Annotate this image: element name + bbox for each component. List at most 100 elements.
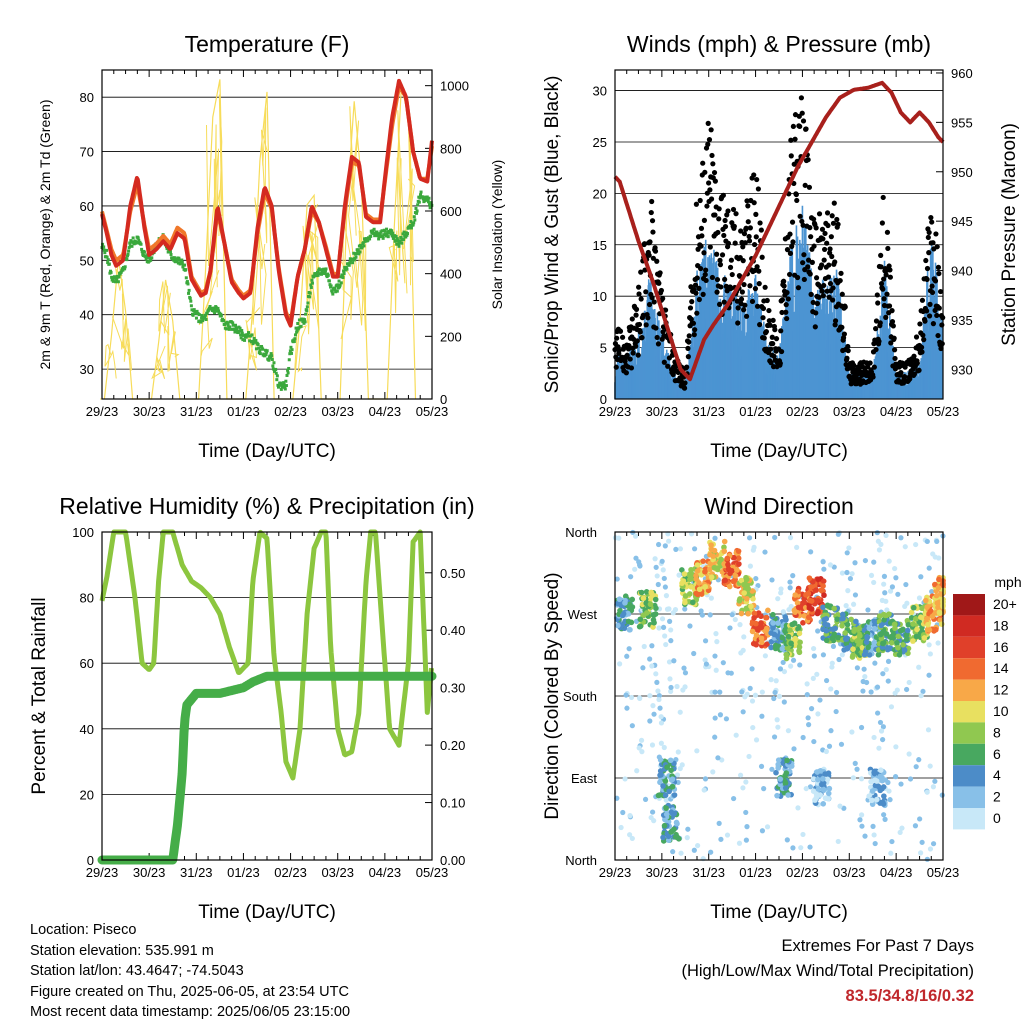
dewpoint-point <box>194 311 198 315</box>
direction-point <box>877 787 884 794</box>
direction-point <box>871 639 877 646</box>
gust-point <box>822 230 828 237</box>
x-tick-label: 30/23 <box>646 865 679 880</box>
gust-point <box>650 229 656 235</box>
dewpoint-point <box>265 349 269 353</box>
dewpoint-point <box>343 268 347 272</box>
gust-point <box>936 270 942 277</box>
direction-point <box>649 663 655 669</box>
dewpoint-point <box>247 331 251 335</box>
y-tick-label: South <box>563 689 597 704</box>
direction-point <box>815 776 821 783</box>
x-tick-label: 02/23 <box>786 404 819 419</box>
direction-point <box>695 591 701 598</box>
dewpoint-point <box>400 241 404 245</box>
dewpoint-point <box>354 255 358 259</box>
gust-point <box>891 335 897 341</box>
direction-point <box>768 638 775 645</box>
direction-point <box>803 785 809 792</box>
direction-point <box>679 580 685 586</box>
direction-point <box>674 772 681 778</box>
direction-point <box>625 610 631 617</box>
gust-point <box>646 252 652 258</box>
legend-swatch <box>953 765 985 787</box>
direction-point <box>886 558 892 564</box>
dewpoint-point <box>239 336 243 340</box>
dewpoint-point <box>106 261 110 265</box>
direction-point <box>927 651 933 657</box>
direction-point <box>692 546 698 552</box>
direction-point <box>907 776 914 782</box>
direction-point <box>869 797 875 804</box>
direction-point <box>805 715 811 721</box>
direction-point <box>762 549 768 555</box>
gust-point <box>831 200 837 206</box>
gust-point <box>760 315 766 321</box>
direction-point <box>713 631 719 637</box>
dewpoint-point <box>274 371 278 375</box>
dewpoint-point <box>258 348 262 352</box>
direction-point <box>868 572 875 579</box>
direction-point <box>777 666 784 672</box>
created-text: Figure created on Thu, 2025-06-05, at 23… <box>30 983 349 1000</box>
direction-point <box>886 788 892 794</box>
gust-point <box>690 320 697 326</box>
gust-point <box>657 270 663 276</box>
gust-point <box>810 299 816 306</box>
y2-tick-label: 400 <box>440 267 462 282</box>
solar-insolation-line <box>261 107 268 244</box>
direction-point <box>779 645 786 652</box>
gust-point <box>745 203 751 209</box>
dewpoint-point <box>361 241 365 245</box>
gust-point <box>811 216 817 222</box>
gust-point <box>649 218 656 224</box>
direction-point <box>880 724 886 730</box>
x-tick-label: 03/23 <box>321 404 354 419</box>
direction-point <box>817 697 823 703</box>
gust-point <box>638 296 644 302</box>
gust-point <box>808 291 814 297</box>
gust-point <box>821 282 827 289</box>
dewpoint-point <box>345 267 349 271</box>
direction-point <box>675 779 681 786</box>
direction-point <box>628 694 635 701</box>
direction-point <box>663 797 669 803</box>
dewpoint-point <box>369 234 373 238</box>
y-tick-label: 50 <box>80 253 94 268</box>
direction-point <box>913 633 920 640</box>
pressure-line <box>613 80 945 382</box>
dewpoint-point <box>374 233 378 237</box>
dewpoint-point <box>123 267 127 271</box>
gust-point <box>727 264 734 270</box>
dewpoint-point <box>296 321 300 325</box>
direction-point <box>829 664 835 670</box>
direction-point <box>663 805 669 811</box>
gust-point <box>835 221 841 227</box>
gust-point <box>652 248 659 254</box>
direction-point <box>708 595 714 601</box>
direction-point <box>845 588 851 594</box>
gust-point <box>732 240 738 246</box>
gust-point <box>867 360 873 366</box>
direction-point <box>895 633 902 640</box>
direction-point <box>734 567 740 573</box>
direction-point <box>883 532 889 539</box>
direction-point <box>725 561 731 568</box>
direction-point <box>904 627 911 634</box>
direction-point <box>844 569 850 576</box>
legend-label: 14 <box>993 660 1009 676</box>
direction-point <box>662 584 668 590</box>
gust-point <box>787 231 793 237</box>
direction-point <box>626 626 633 633</box>
dewpoint-point <box>335 289 339 293</box>
direction-point <box>759 713 765 719</box>
direction-point <box>834 616 840 622</box>
direction-point <box>786 606 792 613</box>
dewpoint-point <box>416 203 420 207</box>
dewpoint-point <box>168 250 172 254</box>
gust-point <box>884 229 891 235</box>
direction-point <box>768 677 774 683</box>
dewpoint-point <box>269 356 273 360</box>
dewpoint-point <box>403 233 407 237</box>
dewpoint-point <box>394 234 398 238</box>
